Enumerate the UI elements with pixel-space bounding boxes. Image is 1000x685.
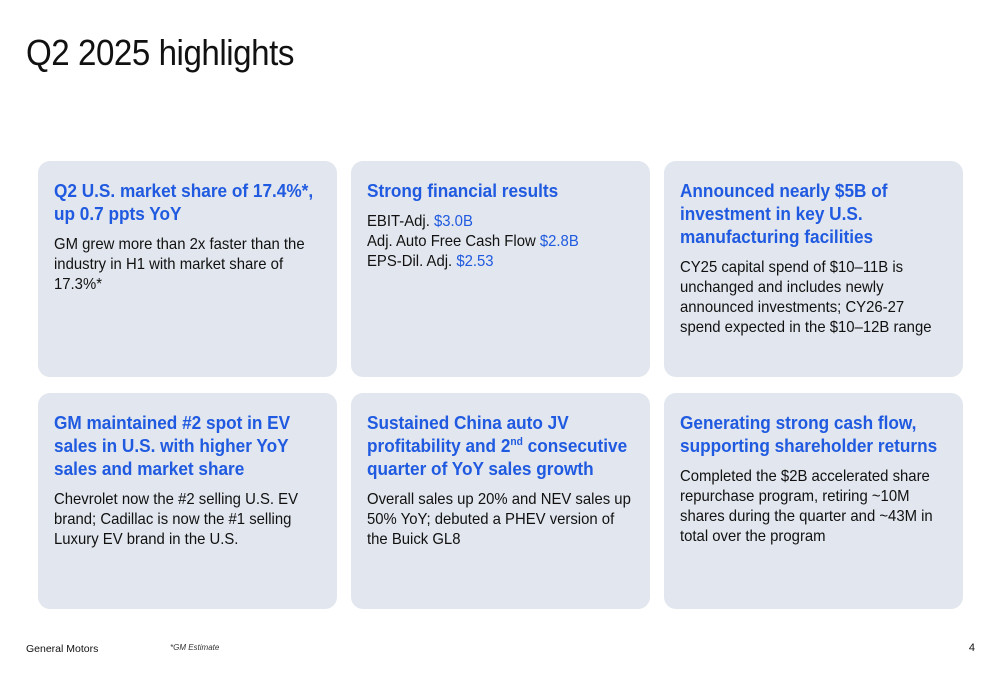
financial-metrics: EBIT-Adj. $3.0B Adj. Auto Free Cash Flow… [367, 212, 635, 272]
highlights-grid: Q2 U.S. market share of 17.4%*, up 0.7 p… [38, 161, 963, 609]
card-heading: Announced nearly $5B of investment in ke… [680, 180, 888, 247]
metric-label: Adj. Auto Free Cash Flow [367, 233, 536, 250]
page-title: Q2 2025 highlights [26, 32, 294, 73]
card-heading: GM maintained #2 spot in EV sales in U.S… [54, 412, 291, 479]
card-china-jv: Sustained China auto JV profitability an… [351, 393, 650, 609]
metric-value: $2.8B [539, 233, 579, 250]
heading-part: consecutive quarter of YoY sales growth [367, 435, 628, 479]
card-body: GM grew more than 2x faster than the ind… [54, 236, 305, 293]
card-heading: Q2 U.S. market share of 17.4%*, up 0.7 p… [54, 180, 314, 224]
card-heading: Generating strong cash flow, supporting … [680, 412, 938, 456]
card-body: CY25 capital spend of $10–11B is unchang… [680, 259, 932, 336]
metric-label: EPS-Dil. Adj. [367, 253, 453, 270]
card-investment: Announced nearly $5B of investment in ke… [664, 161, 963, 377]
card-market-share: Q2 U.S. market share of 17.4%*, up 0.7 p… [38, 161, 337, 377]
card-heading: Strong financial results [367, 180, 559, 201]
card-body: Chevrolet now the #2 selling U.S. EV bra… [54, 491, 298, 548]
metric-free-cash-flow: Adj. Auto Free Cash Flow $2.8B [367, 232, 635, 252]
card-financial-results: Strong financial results EBIT-Adj. $3.0B… [351, 161, 650, 377]
metric-label: EBIT-Adj. [367, 213, 430, 230]
company-name: General Motors [26, 643, 99, 655]
card-cash-flow: Generating strong cash flow, supporting … [664, 393, 963, 609]
metric-value: $2.53 [456, 253, 494, 270]
metric-value: $3.0B [433, 213, 473, 230]
metric-eps: EPS-Dil. Adj. $2.53 [367, 252, 635, 272]
card-body: Overall sales up 20% and NEV sales up 50… [367, 491, 631, 548]
card-body: Completed the $2B accelerated share repu… [680, 468, 933, 545]
card-heading: Sustained China auto JV profitability an… [367, 411, 635, 480]
heading-part: Sustained China auto JV profitability an… [367, 412, 569, 456]
card-ev-sales: GM maintained #2 spot in EV sales in U.S… [38, 393, 337, 609]
footnote: *GM Estimate [170, 643, 220, 652]
metric-ebit: EBIT-Adj. $3.0B [367, 212, 635, 232]
heading-superscript: nd [510, 435, 523, 448]
page-number: 4 [968, 642, 975, 654]
